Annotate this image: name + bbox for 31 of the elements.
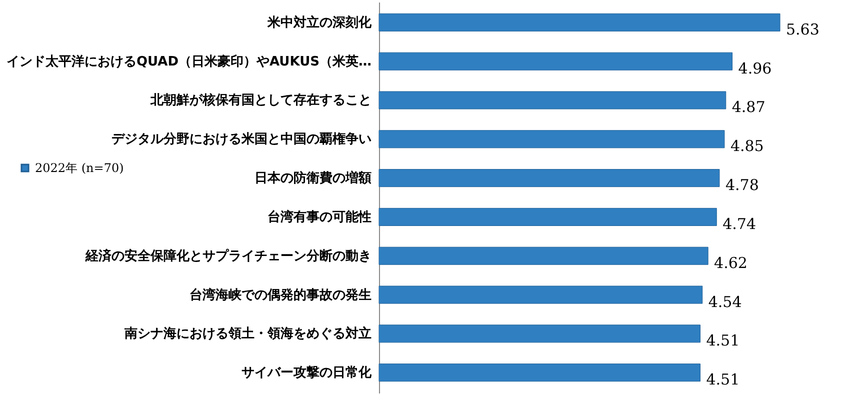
data-label: 4.87 xyxy=(732,98,766,116)
data-label: 4.78 xyxy=(725,176,759,194)
data-label: 4.85 xyxy=(730,137,764,156)
bar xyxy=(378,208,717,226)
data-label: 4.62 xyxy=(714,254,748,272)
y-tick-label: 台湾有事の可能性 xyxy=(268,208,372,225)
bar xyxy=(378,364,700,382)
legend-label: 2022年 (n=70) xyxy=(35,161,124,175)
data-label: 4.96 xyxy=(738,59,772,78)
data-label: 4.54 xyxy=(708,292,742,311)
bar xyxy=(378,169,720,188)
y-tick-label: 経済の安全保障化とサプライチェーン分断の動き xyxy=(84,248,372,264)
bar xyxy=(378,130,725,148)
data-label: 4.51 xyxy=(706,370,740,389)
data-label: 4.51 xyxy=(706,332,740,350)
y-tick-label: 南シナ海における領土・領海をめぐる対立 xyxy=(124,326,372,342)
bar xyxy=(378,52,733,70)
bar xyxy=(378,286,703,304)
bar xyxy=(378,91,726,110)
y-tick-label: 日本の防衛費の増額 xyxy=(254,170,372,186)
bar xyxy=(378,13,780,32)
y-tick-label: 米中対立の深刻化 xyxy=(266,14,372,30)
bar xyxy=(378,246,708,265)
y-tick-label: 台湾海峡での偶発的事故の発生 xyxy=(190,286,372,303)
bar xyxy=(378,324,700,343)
y-tick-label: 北朝鮮が核保有国として存在すること xyxy=(150,92,372,108)
data-label: 5.63 xyxy=(786,20,820,38)
y-tick-label: サイバー攻撃の日常化 xyxy=(242,364,372,381)
y-tick-label: デジタル分野における米国と中国の覇権争い xyxy=(112,132,372,148)
data-label: 4.74 xyxy=(722,214,756,233)
y-tick-label: インド太平洋におけるQUAD（日米豪印）やAUKUS（米英… xyxy=(6,53,372,70)
